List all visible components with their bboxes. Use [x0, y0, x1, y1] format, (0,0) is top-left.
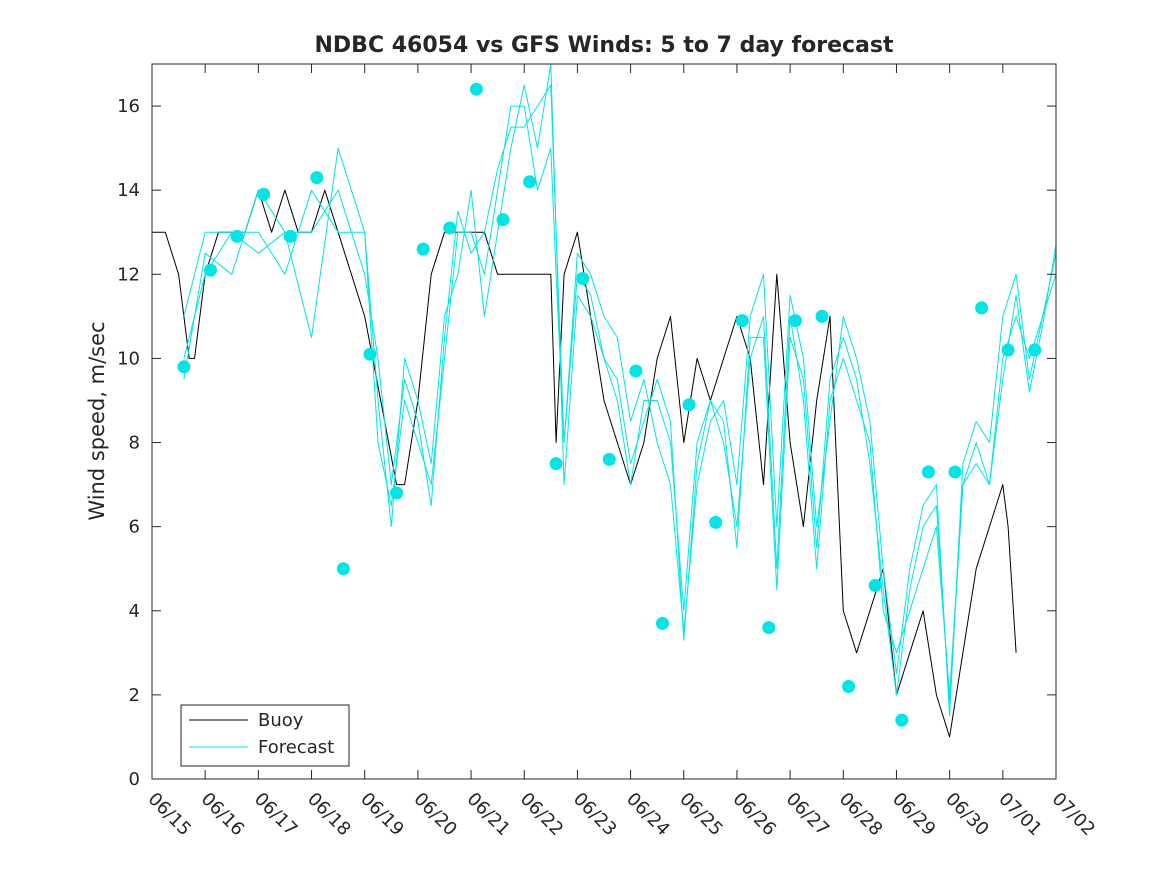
forecast-marker: [1001, 343, 1015, 357]
forecast-marker: [390, 486, 404, 500]
forecast-series-line-3: [183, 84, 1057, 704]
forecast-marker: [762, 621, 776, 635]
forecast-marker: [948, 465, 962, 479]
forecast-marker: [975, 301, 989, 315]
forecast-marker: [1028, 343, 1042, 357]
y-axis-label: Wind speed, m/sec: [85, 321, 109, 520]
forecast-marker: [895, 713, 909, 727]
forecast-marker: [682, 398, 696, 412]
y-tick-label: 2: [129, 685, 140, 706]
forecast-marker: [496, 213, 510, 227]
forecast-marker: [735, 314, 749, 328]
forecast-marker: [868, 579, 882, 592]
forecast-marker: [283, 229, 297, 243]
forecast-marker: [842, 680, 856, 693]
forecast-marker: [204, 263, 217, 277]
forecast-marker: [602, 452, 616, 466]
chart-title: NDBC 46054 vs GFS Winds: 5 to 7 day fore…: [315, 33, 894, 58]
forecast-marker: [549, 457, 563, 471]
legend: Buoy Forecast: [180, 704, 350, 767]
forecast-marker: [576, 272, 590, 285]
forecast-marker: [788, 314, 802, 328]
forecast-marker: [177, 360, 191, 374]
y-tick-label: 12: [117, 264, 140, 285]
forecast-marker: [656, 616, 669, 630]
forecast-marker: [257, 187, 271, 201]
legend-buoy-label: Buoy: [258, 710, 304, 731]
forecast-series-line-2: [183, 63, 1057, 717]
forecast-marker: [709, 515, 723, 529]
forecast-marker: [629, 364, 643, 378]
y-tick-label: 0: [129, 769, 140, 790]
forecast-marker: [443, 221, 457, 235]
forecast-marker: [523, 175, 537, 189]
legend-forecast-label: Forecast: [258, 737, 334, 758]
legend-box: [180, 704, 350, 767]
forecast-marker: [363, 347, 377, 361]
forecast-series-line-1: [183, 105, 1057, 696]
forecast-marker: [310, 171, 324, 185]
forecast-marker: [416, 242, 430, 256]
y-tick-label: 16: [117, 96, 140, 117]
plot-area: [152, 63, 1057, 738]
y-tick-label: 14: [117, 180, 140, 201]
forecast-marker: [230, 229, 244, 243]
y-tick-label: 6: [129, 517, 140, 538]
forecast-marker: [815, 309, 829, 323]
forecast-marker: [469, 82, 483, 96]
y-tick-label: 4: [129, 601, 140, 622]
forecast-marker: [336, 562, 350, 576]
forecast-marker: [921, 465, 935, 479]
y-tick-label: 10: [117, 348, 140, 369]
y-tick-label: 8: [129, 433, 140, 454]
axes-box: [151, 63, 1057, 780]
